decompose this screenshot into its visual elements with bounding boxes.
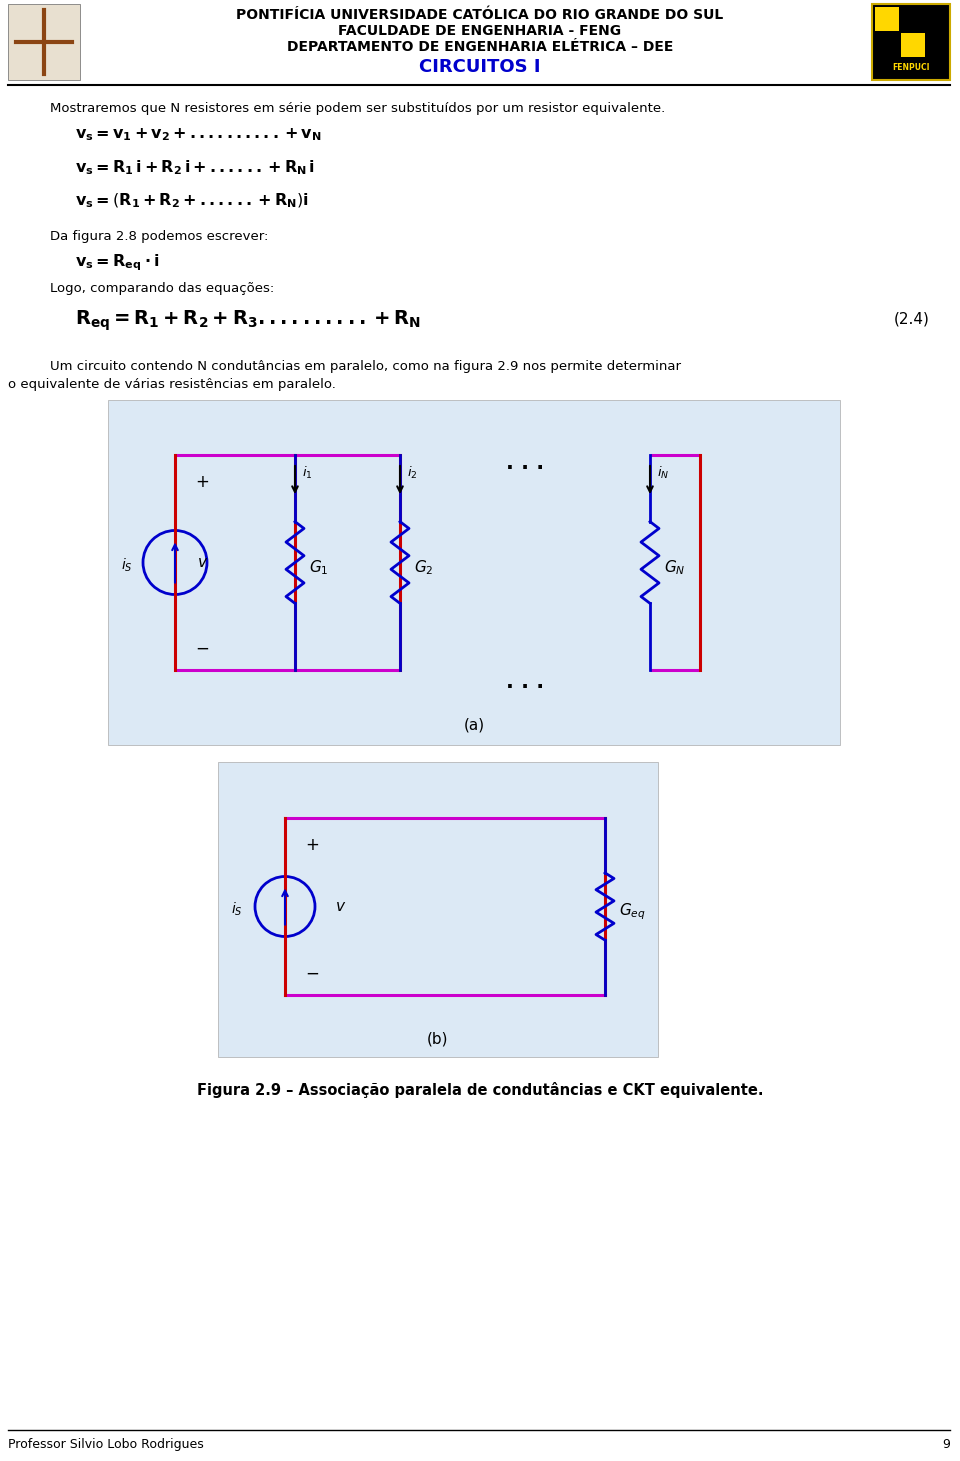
Text: +: + bbox=[305, 836, 319, 855]
Text: Um circuito contendo N condutâncias em paralelo, como na figura 2.9 nos permite : Um circuito contendo N condutâncias em p… bbox=[50, 359, 681, 373]
Text: (b): (b) bbox=[427, 1031, 448, 1048]
Bar bbox=[901, 7, 925, 31]
Text: $\mathbf{R_{eq} = R_1 + R_2 + R_3 .......... + R_N}$: $\mathbf{R_{eq} = R_1 + R_2 + R_3 ......… bbox=[75, 308, 420, 333]
Text: $v$: $v$ bbox=[335, 899, 347, 915]
Text: Mostraremos que N resistores em série podem ser substituídos por um resistor equ: Mostraremos que N resistores em série po… bbox=[50, 102, 665, 115]
Text: $G_1$: $G_1$ bbox=[309, 558, 328, 577]
FancyBboxPatch shape bbox=[872, 4, 950, 80]
Bar bbox=[875, 34, 899, 57]
Text: CIRCUITOS I: CIRCUITOS I bbox=[420, 58, 540, 76]
Text: FENPUCI: FENPUCI bbox=[892, 63, 929, 72]
Text: +: + bbox=[195, 473, 209, 491]
Text: FACULDADE DE ENGENHARIA - FENG: FACULDADE DE ENGENHARIA - FENG bbox=[339, 23, 621, 38]
Text: DEPARTAMENTO DE ENGENHARIA ELÉTRICA – DEE: DEPARTAMENTO DE ENGENHARIA ELÉTRICA – DE… bbox=[287, 39, 673, 54]
Text: $G_{eq}$: $G_{eq}$ bbox=[619, 901, 646, 922]
Bar bbox=[875, 7, 899, 31]
Text: $v$: $v$ bbox=[197, 555, 208, 570]
Text: (a): (a) bbox=[464, 717, 485, 733]
Text: Figura 2.9 – Associação paralela de condutâncias e CKT equivalente.: Figura 2.9 – Associação paralela de cond… bbox=[197, 1083, 763, 1099]
Text: 9: 9 bbox=[942, 1438, 950, 1451]
Text: $i_S$: $i_S$ bbox=[121, 557, 133, 574]
Text: . . .: . . . bbox=[506, 453, 544, 473]
Text: $i_N$: $i_N$ bbox=[657, 465, 669, 481]
Text: . . .: . . . bbox=[506, 672, 544, 693]
Text: $\mathbf{v_s = R_{eq} \cdot i}$: $\mathbf{v_s = R_{eq} \cdot i}$ bbox=[75, 251, 159, 273]
Bar bbox=[108, 400, 840, 745]
Text: $G_2$: $G_2$ bbox=[414, 558, 434, 577]
Bar bbox=[218, 763, 658, 1056]
Text: PONTIFÍCIA UNIVERSIDADE CATÓLICA DO RIO GRANDE DO SUL: PONTIFÍCIA UNIVERSIDADE CATÓLICA DO RIO … bbox=[236, 7, 724, 22]
Text: $i_2$: $i_2$ bbox=[407, 465, 418, 481]
Text: o equivalente de várias resistências em paralelo.: o equivalente de várias resistências em … bbox=[8, 378, 336, 392]
Text: Professor Silvio Lobo Rodrigues: Professor Silvio Lobo Rodrigues bbox=[8, 1438, 204, 1451]
Text: −: − bbox=[305, 966, 319, 983]
Text: $G_N$: $G_N$ bbox=[664, 558, 685, 577]
Text: $\mathbf{v_s = v_1 + v_2 + .......... + v_N}$: $\mathbf{v_s = v_1 + v_2 + .......... + … bbox=[75, 126, 322, 143]
Text: $i_S$: $i_S$ bbox=[231, 901, 243, 918]
Text: $\mathbf{v_s = R_1\,i + R_2\,i + ...... + R_N\,i}$: $\mathbf{v_s = R_1\,i + R_2\,i + ...... … bbox=[75, 158, 315, 177]
Text: Logo, comparando das equações:: Logo, comparando das equações: bbox=[50, 282, 275, 295]
FancyBboxPatch shape bbox=[8, 4, 80, 80]
Bar bbox=[901, 34, 925, 57]
Text: Da figura 2.8 podemos escrever:: Da figura 2.8 podemos escrever: bbox=[50, 229, 269, 243]
Text: $i_1$: $i_1$ bbox=[302, 465, 313, 481]
Text: $\mathbf{v_s = \left(R_1 + R_2 + ...... + R_N\right)i}$: $\mathbf{v_s = \left(R_1 + R_2 + ...... … bbox=[75, 191, 309, 210]
Text: −: − bbox=[195, 640, 209, 657]
Text: (2.4): (2.4) bbox=[894, 313, 930, 327]
